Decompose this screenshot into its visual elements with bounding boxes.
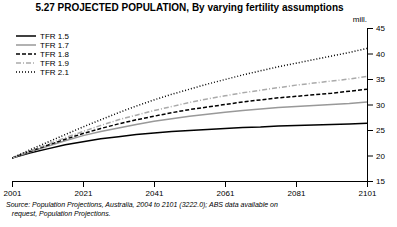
series-line	[12, 76, 367, 158]
legend-label: TFR 1.8	[40, 50, 69, 59]
x-tick-label: 2021	[75, 189, 93, 198]
legend-swatch	[16, 35, 36, 37]
y-tick: 20	[367, 152, 385, 161]
source-note: request, Population Projections.	[6, 210, 111, 218]
legend-swatch	[16, 53, 36, 55]
y-tick: 30	[367, 101, 385, 110]
legend-item: TFR 1.5	[16, 32, 69, 41]
x-tick: 2081	[288, 181, 306, 198]
y-tick: 35	[367, 75, 385, 84]
series-line	[12, 89, 367, 158]
x-tick-mark	[83, 181, 84, 187]
x-tick-mark	[154, 181, 155, 187]
legend: TFR 1.5TFR 1.7TFR 1.8TFR 1.9TFR 2.1	[16, 32, 69, 77]
x-tick: 2101	[359, 181, 377, 198]
x-tick-label: 2081	[288, 189, 306, 198]
legend-label: TFR 1.9	[40, 59, 69, 68]
plot-area	[12, 48, 367, 158]
y-tick: 40	[367, 50, 385, 59]
legend-swatch	[16, 62, 36, 64]
y-tick-mark	[367, 130, 373, 131]
x-tick-mark	[225, 181, 226, 187]
y-tick-label: 40	[376, 50, 385, 59]
y-tick-label: 35	[376, 75, 385, 84]
x-tick-mark	[296, 181, 297, 187]
y-tick-mark	[367, 79, 373, 80]
x-tick-mark	[12, 181, 13, 187]
source-note: Source: Population Projections, Australi…	[6, 201, 278, 209]
x-tick-label: 2001	[4, 189, 22, 198]
chart: 2001 2021 2041 2061 2081 2101 15 20 25 30 35 40 45 TF…	[0, 0, 397, 227]
y-tick-label: 30	[376, 101, 385, 110]
y-tick: 15	[367, 177, 385, 186]
y-tick-label: 20	[376, 152, 385, 161]
x-axis-line	[13, 182, 368, 188]
y-tick-mark	[367, 181, 373, 182]
y-tick: 45	[367, 24, 385, 33]
legend-item: TFR 1.7	[16, 41, 69, 50]
x-tick: 2061	[217, 181, 235, 198]
series-line	[12, 48, 367, 158]
x-tick: 2021	[75, 181, 93, 198]
y-axis-line	[368, 29, 374, 182]
y-tick: 25	[367, 126, 385, 135]
legend-label: TFR 1.7	[40, 41, 69, 50]
series-line	[12, 102, 367, 158]
y-tick-mark	[367, 28, 373, 29]
x-tick-label: 2041	[146, 189, 164, 198]
x-tick-label: 2061	[217, 189, 235, 198]
x-tick-label: 2101	[359, 189, 377, 198]
legend-label: TFR 1.5	[40, 32, 69, 41]
legend-swatch	[16, 71, 36, 73]
y-axis-label: mill.	[353, 15, 367, 24]
legend-swatch	[16, 44, 36, 46]
x-axis: 2001 2021 2041 2061 2081 2101	[4, 181, 377, 198]
y-tick-mark	[367, 105, 373, 106]
y-axis: 15 20 25 30 35 40 45	[367, 24, 385, 186]
y-tick-mark	[367, 54, 373, 55]
x-tick: 2001	[4, 181, 22, 198]
legend-item: TFR 2.1	[16, 68, 69, 77]
y-tick-label: 25	[376, 126, 385, 135]
legend-item: TFR 1.9	[16, 59, 69, 68]
y-tick-label: 15	[376, 177, 385, 186]
y-tick-label: 45	[376, 24, 385, 33]
x-tick: 2041	[146, 181, 164, 198]
legend-label: TFR 2.1	[40, 68, 69, 77]
title: 5.27 PROJECTED POPULATION, By varying fe…	[35, 2, 344, 13]
y-tick-mark	[367, 156, 373, 157]
legend-item: TFR 1.8	[16, 50, 69, 59]
